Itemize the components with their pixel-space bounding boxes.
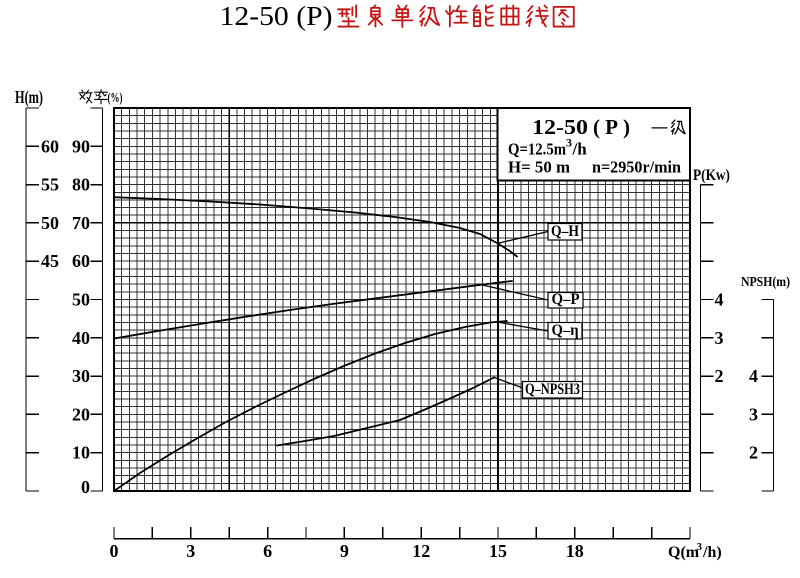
svg-text:P(Kw): P(Kw) bbox=[693, 167, 730, 184]
svg-text:50: 50 bbox=[72, 290, 90, 310]
svg-text:40: 40 bbox=[72, 328, 90, 348]
svg-text:55: 55 bbox=[41, 175, 59, 195]
svg-text:10: 10 bbox=[72, 443, 90, 463]
svg-text:NPSH(m): NPSH(m) bbox=[741, 275, 790, 290]
svg-text:80: 80 bbox=[72, 175, 90, 195]
svg-text:3: 3 bbox=[749, 404, 758, 424]
svg-text:3: 3 bbox=[715, 328, 724, 348]
svg-text:60: 60 bbox=[41, 136, 59, 156]
svg-text:12: 12 bbox=[412, 541, 430, 561]
svg-text:Q(m: Q(m bbox=[668, 544, 700, 561]
svg-text:/h): /h) bbox=[702, 544, 722, 561]
svg-text:15: 15 bbox=[489, 541, 507, 561]
svg-text:90: 90 bbox=[72, 136, 90, 156]
svg-text:2: 2 bbox=[749, 443, 758, 463]
svg-text:H= 50 m: H= 50 m bbox=[508, 158, 570, 177]
svg-text:0: 0 bbox=[81, 477, 90, 497]
svg-text:3: 3 bbox=[186, 541, 195, 561]
svg-text:12-50 (P): 12-50 (P) bbox=[220, 1, 333, 31]
svg-text:9: 9 bbox=[340, 541, 349, 561]
svg-text:50: 50 bbox=[41, 213, 59, 233]
svg-text:4: 4 bbox=[715, 290, 724, 310]
svg-text:Q–H: Q–H bbox=[551, 223, 579, 240]
svg-text:(P): (P) bbox=[593, 115, 630, 139]
svg-text:20: 20 bbox=[72, 404, 90, 424]
svg-text:Q–NPSH3: Q–NPSH3 bbox=[525, 381, 580, 398]
svg-text:0: 0 bbox=[110, 541, 119, 561]
svg-text:/h: /h bbox=[572, 140, 588, 159]
svg-text:Q–P: Q–P bbox=[552, 291, 580, 308]
svg-text:Q=12.5m: Q=12.5m bbox=[508, 140, 566, 159]
svg-text:2: 2 bbox=[715, 366, 724, 386]
svg-text:n=2950r/min: n=2950r/min bbox=[592, 158, 682, 177]
svg-text:6: 6 bbox=[263, 541, 272, 561]
svg-text:12-50: 12-50 bbox=[532, 115, 588, 139]
svg-text:Q–η: Q–η bbox=[552, 322, 579, 339]
svg-text:4: 4 bbox=[749, 366, 758, 386]
svg-text:(%): (%) bbox=[108, 91, 123, 106]
svg-text:3: 3 bbox=[566, 136, 572, 150]
svg-text:30: 30 bbox=[72, 366, 90, 386]
svg-text:45: 45 bbox=[41, 251, 59, 271]
svg-text:3: 3 bbox=[697, 541, 703, 553]
svg-text:60: 60 bbox=[72, 251, 90, 271]
svg-text:70: 70 bbox=[72, 213, 90, 233]
svg-text:H(m): H(m) bbox=[15, 87, 43, 108]
svg-text:18: 18 bbox=[566, 541, 584, 561]
